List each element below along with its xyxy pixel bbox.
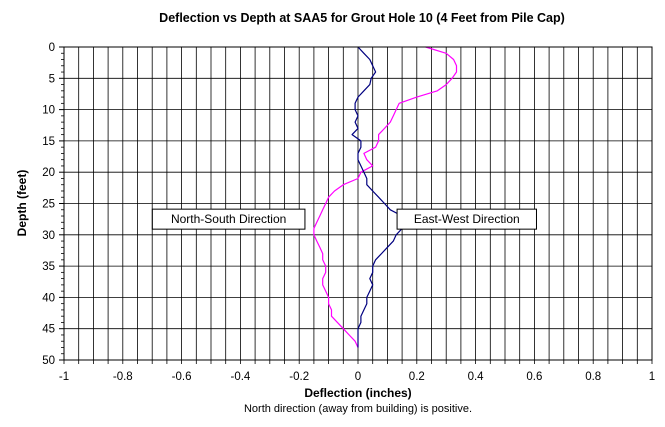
annotation-label: East-West Direction	[414, 212, 520, 226]
x-tick-label: 0.4	[468, 371, 485, 383]
y-tick-label: 5	[49, 73, 55, 85]
y-tick-label: 0	[49, 42, 55, 54]
x-tick-label: -0.6	[172, 371, 192, 383]
y-tick-label: 15	[42, 136, 55, 148]
series-layer	[313, 46, 458, 348]
x-axis-note: North direction (away from building) is …	[244, 403, 472, 415]
y-tick-label: 25	[42, 199, 55, 211]
x-tick-label: 0.8	[585, 371, 601, 383]
y-tick-label: 10	[42, 105, 55, 117]
x-tick-labels: -1 -0.8 -0.6 -0.4 -0.2 0 0.2 0.4 0.6 0.8 1	[59, 371, 655, 383]
x-tick-label: -1	[59, 371, 69, 383]
y-tick-label: 35	[42, 261, 55, 273]
series-line-1	[313, 46, 458, 348]
annotation-box	[151, 208, 306, 230]
y-tick-label: 50	[42, 355, 55, 367]
chart-title: Deflection vs Depth at SAA5 for Grout Ho…	[159, 11, 565, 25]
grid-lines	[64, 47, 652, 360]
y-tick-label: 40	[42, 292, 55, 304]
x-tick-label: 0.2	[409, 371, 425, 383]
x-tick-label: -0.2	[289, 371, 309, 383]
x-tick-label: 0.6	[526, 371, 542, 383]
annotation-box	[396, 208, 537, 230]
minor-ticks	[59, 46, 653, 364]
x-tick-label: 0	[355, 371, 361, 383]
series-line-2	[351, 46, 409, 348]
annotation-label: North-South Direction	[171, 212, 286, 226]
y-axis-label: Depth (feet)	[15, 170, 29, 237]
annotations: North-South Direction East-West Direction	[151, 208, 537, 230]
y-tick-label: 30	[42, 230, 55, 242]
x-tick-label: 1	[649, 371, 655, 383]
y-tick-label: 20	[42, 167, 55, 179]
x-tick-label: -0.4	[230, 371, 250, 383]
y-tick-labels: 0 5 10 15 20 25 30 35 40 45 50	[42, 42, 55, 367]
x-tick-label: -0.8	[113, 371, 133, 383]
plot-frame	[63, 46, 653, 361]
y-tick-label: 45	[42, 324, 55, 336]
x-axis-label: Deflection (inches)	[304, 386, 411, 400]
